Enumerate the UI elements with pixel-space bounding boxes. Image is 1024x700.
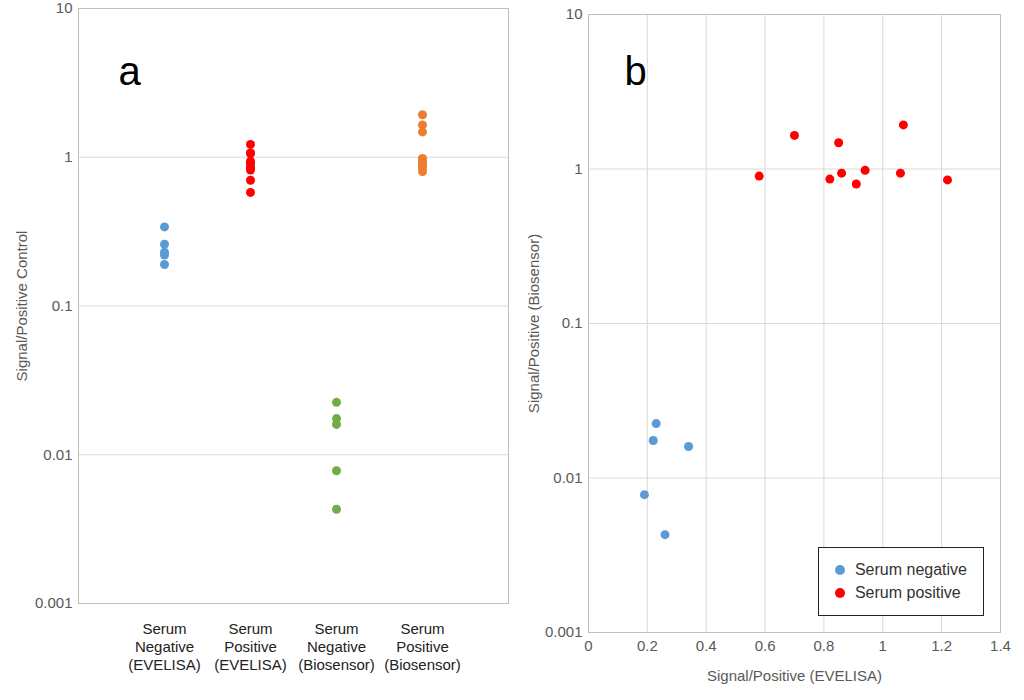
svg-text:1.2: 1.2 [931, 637, 952, 654]
svg-text:0.01: 0.01 [43, 446, 72, 463]
svg-text:0.001: 0.001 [35, 594, 73, 611]
svg-text:0.2: 0.2 [637, 637, 658, 654]
svg-text:0: 0 [584, 637, 592, 654]
svg-text:10: 10 [566, 5, 583, 22]
svg-text:0.4: 0.4 [696, 637, 717, 654]
svg-text:1.4: 1.4 [990, 637, 1011, 654]
svg-text:1: 1 [574, 160, 582, 177]
html-text:Serum positive: Serum positive [854, 584, 961, 601]
svg-text:0.8: 0.8 [813, 637, 834, 654]
svg-text:SerumPositive(Biosensor): SerumPositive(Biosensor) [384, 620, 461, 673]
svg-text:0.6: 0.6 [755, 637, 776, 654]
svg-text:SerumPositive(EVELISA): SerumPositive(EVELISA) [214, 620, 287, 673]
svg-text:Signal/Positive Control: Signal/Positive Control [13, 231, 30, 382]
svg-text:SerumNegative(Biosensor): SerumNegative(Biosensor) [298, 620, 375, 673]
svg-text:0.001: 0.001 [545, 623, 583, 640]
html-text:Serum negative: Serum negative [854, 561, 967, 578]
svg-text:Signal/Positive (EVELISA): Signal/Positive (EVELISA) [707, 667, 882, 684]
svg-text:1: 1 [64, 148, 72, 165]
svg-text:SerumNegative(EVELISA): SerumNegative(EVELISA) [128, 620, 201, 673]
svg-text:10: 10 [56, 0, 73, 16]
svg-text:Signal/Positive (Biosensor): Signal/Positive (Biosensor) [525, 234, 542, 413]
svg-text:1: 1 [879, 637, 887, 654]
svg-text:b: b [625, 49, 647, 93]
svg-text:a: a [119, 49, 142, 93]
svg-text:0.01: 0.01 [553, 469, 582, 486]
svg-text:0.1: 0.1 [562, 314, 583, 331]
svg-text:0.1: 0.1 [52, 297, 73, 314]
